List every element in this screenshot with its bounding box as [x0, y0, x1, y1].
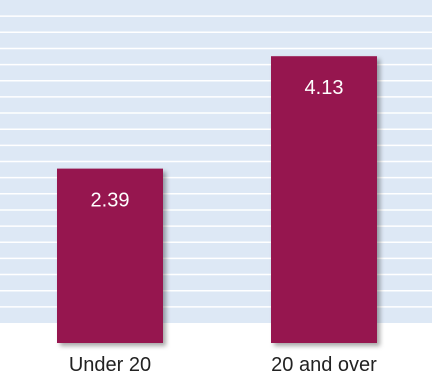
- data-label-1: 2.39: [91, 190, 130, 212]
- data-label-2: 4.13: [305, 77, 344, 99]
- bars: [57, 56, 377, 344]
- labels: 2.39 Under 20 4.13 20 and over: [69, 77, 377, 376]
- category-label-1: Under 20: [69, 354, 151, 376]
- bar-1: [57, 168, 163, 343]
- category-label-2: 20 and over: [271, 354, 377, 376]
- bar-2: [271, 56, 377, 344]
